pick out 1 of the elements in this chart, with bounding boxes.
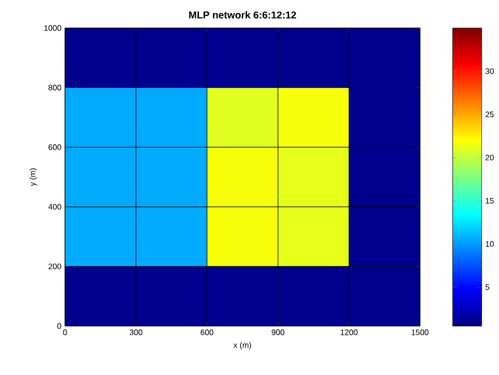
chart-title: MLP network 6:6:12:12: [189, 11, 296, 18]
